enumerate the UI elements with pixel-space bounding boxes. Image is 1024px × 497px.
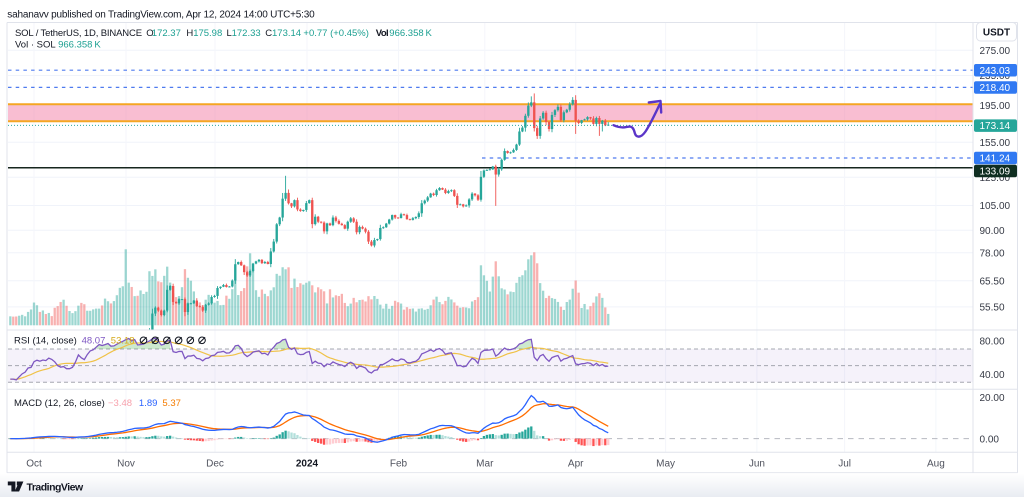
svg-text:105.00: 105.00 (980, 201, 1011, 212)
svg-text:235.00: 235.00 (980, 71, 1011, 82)
svg-text:TradingView: TradingView (27, 481, 84, 493)
svg-text:Nov: Nov (117, 459, 135, 470)
svg-text:Dec: Dec (206, 459, 224, 470)
svg-text:5.37: 5.37 (162, 398, 181, 409)
svg-text:172.37: 172.37 (152, 28, 181, 39)
svg-text:195.00: 195.00 (980, 101, 1011, 112)
svg-text:2024: 2024 (296, 459, 319, 470)
svg-text:173.14: 173.14 (980, 121, 1011, 132)
svg-text:Oct: Oct (26, 459, 42, 470)
svg-text:125.00: 125.00 (980, 173, 1011, 184)
svg-text:Jul: Jul (838, 459, 851, 470)
svg-text:141.24: 141.24 (980, 154, 1011, 165)
svg-text:48.07: 48.07 (82, 336, 106, 347)
svg-text:218.40: 218.40 (980, 83, 1011, 94)
svg-text:Mar: Mar (476, 459, 494, 470)
svg-text:0.00: 0.00 (980, 434, 1000, 445)
svg-text:+0.77 (+0.45%): +0.77 (+0.45%) (303, 28, 369, 39)
svg-text:966.358 K: 966.358 K (58, 40, 101, 51)
svg-text:Vol · SOL: Vol · SOL (15, 40, 56, 51)
svg-text:Apr: Apr (568, 459, 584, 470)
svg-text:MACD (12, 26, close): MACD (12, 26, close) (14, 398, 105, 409)
svg-text:40.00: 40.00 (980, 370, 1005, 381)
svg-text:Aug: Aug (927, 459, 945, 470)
svg-text:H: H (186, 28, 193, 39)
svg-text:O: O (146, 28, 153, 39)
svg-text:55.50: 55.50 (980, 303, 1005, 314)
svg-text:C: C (265, 28, 272, 39)
svg-text:65.50: 65.50 (980, 276, 1005, 287)
svg-text:155.00: 155.00 (980, 138, 1011, 149)
svg-text:275.00: 275.00 (980, 46, 1011, 57)
svg-text:sahanavv published on TradingV: sahanavv published on TradingView.com, A… (7, 9, 315, 20)
svg-text:USDT: USDT (983, 27, 1010, 38)
svg-text:20.00: 20.00 (980, 393, 1005, 404)
svg-text:L: L (227, 28, 232, 39)
svg-text:Jun: Jun (749, 459, 765, 470)
svg-text:−3.48: −3.48 (108, 398, 132, 409)
svg-text:172.33: 172.33 (232, 28, 261, 39)
svg-text:173.14: 173.14 (272, 28, 301, 39)
svg-text:53.18: 53.18 (111, 336, 135, 347)
svg-text:Vol: Vol (376, 28, 388, 39)
svg-text:1.89: 1.89 (139, 398, 158, 409)
svg-text:133.09: 133.09 (980, 167, 1011, 178)
svg-text:80.00: 80.00 (980, 337, 1005, 348)
svg-text:90.00: 90.00 (980, 226, 1005, 237)
svg-text:Feb: Feb (390, 459, 408, 470)
svg-text:RSI (14, close): RSI (14, close) (14, 336, 77, 347)
svg-text:966.358 K: 966.358 K (389, 28, 432, 39)
svg-text:May: May (656, 459, 675, 470)
svg-text:243.03: 243.03 (980, 66, 1011, 77)
svg-text:78.00: 78.00 (980, 248, 1005, 259)
svg-text:175.98: 175.98 (193, 28, 222, 39)
svg-text:SOL / TetherUS, 1D, BINANCE: SOL / TetherUS, 1D, BINANCE (15, 28, 142, 39)
